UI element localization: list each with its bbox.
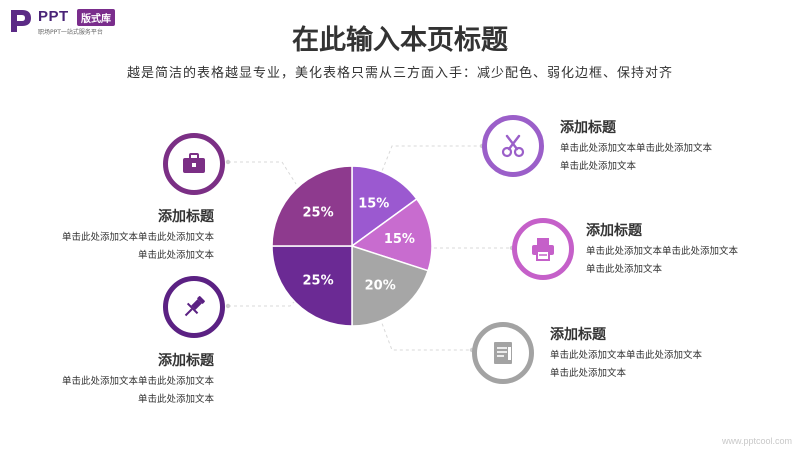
pie-slices [271, 165, 433, 327]
card-title: 添加标题 [586, 223, 642, 239]
card-line: 单击此处添加文本单击此处添加文本 [61, 232, 214, 243]
pie-slice [350, 197, 433, 272]
connector-dot [225, 303, 231, 309]
printer-icon [532, 238, 554, 261]
briefcase-icon [183, 153, 205, 173]
page-subtitle: 越是简洁的表格越显专业，美化表格只需从三方面入手：减少配色、弱化边框、保持对齐 [126, 66, 673, 81]
card-line: 单击此处添加文本单击此处添加文本 [560, 143, 713, 154]
watermark: www.pptcool.com [721, 436, 792, 446]
briefcase-icon-circle [163, 133, 225, 195]
card-line: 单击此处添加文本 [560, 161, 637, 172]
card-title: 添加标题 [158, 353, 214, 369]
pie-slice [271, 165, 353, 247]
logo-brand: PPT [38, 8, 69, 25]
printer-icon-circle [512, 218, 574, 280]
pie-slice-label: 25% [302, 273, 333, 288]
logo-mark-icon [11, 10, 31, 32]
pie-slice [351, 244, 430, 327]
logo: PPT 版式库 职场PPT一站式服务平台 [8, 7, 158, 37]
document-icon-circle [472, 322, 534, 384]
card-line: 单击此处添加文本单击此处添加文本 [550, 350, 703, 361]
pie-slice [271, 245, 353, 327]
pie-slice-label: 20% [365, 278, 396, 293]
pie-labels: 15% 15% 20% 25% 25% [302, 197, 414, 294]
document-icon [494, 342, 512, 364]
card-line: 单击此处添加文本单击此处添加文本 [586, 246, 739, 257]
card-line: 单击此处添加文本 [586, 264, 663, 275]
card-left-top: 添加标题 单击此处添加文本单击此处添加文本 单击此处添加文本 [62, 207, 214, 265]
page-title: 在此输入本页标题 [292, 25, 508, 56]
pie-slice-label: 15% [384, 232, 415, 247]
card-right-bottom: 添加标题 单击此处添加文本单击此处添加文本 单击此处添加文本 [550, 325, 702, 383]
logo-tagline: 职场PPT一站式服务平台 [38, 29, 103, 36]
card-line: 单击此处添加文本 [550, 368, 627, 379]
card-right-top: 添加标题 单击此处添加文本单击此处添加文本 单击此处添加文本 [560, 118, 712, 176]
card-line: 单击此处添加文本 [137, 394, 214, 405]
pie-slice-label: 15% [358, 197, 389, 212]
card-title: 添加标题 [560, 120, 616, 136]
scissors-icon [501, 134, 525, 158]
card-left-bottom: 添加标题 单击此处添加文本单击此处添加文本 单击此处添加文本 [62, 351, 214, 409]
card-right-middle: 添加标题 单击此处添加文本单击此处添加文本 单击此处添加文本 [586, 221, 738, 279]
card-title: 添加标题 [158, 209, 214, 225]
scissors-icon-circle [482, 115, 544, 177]
connector-dot [225, 159, 231, 165]
pie-slice-label: 25% [302, 206, 333, 221]
pushpin-icon-circle [163, 276, 225, 338]
pushpin-icon [184, 296, 205, 317]
card-line: 单击此处添加文本单击此处添加文本 [61, 376, 214, 387]
pie-slice [351, 165, 418, 248]
card-title: 添加标题 [550, 327, 606, 343]
card-line: 单击此处添加文本 [137, 250, 214, 261]
logo-badge: 版式库 [77, 9, 115, 26]
